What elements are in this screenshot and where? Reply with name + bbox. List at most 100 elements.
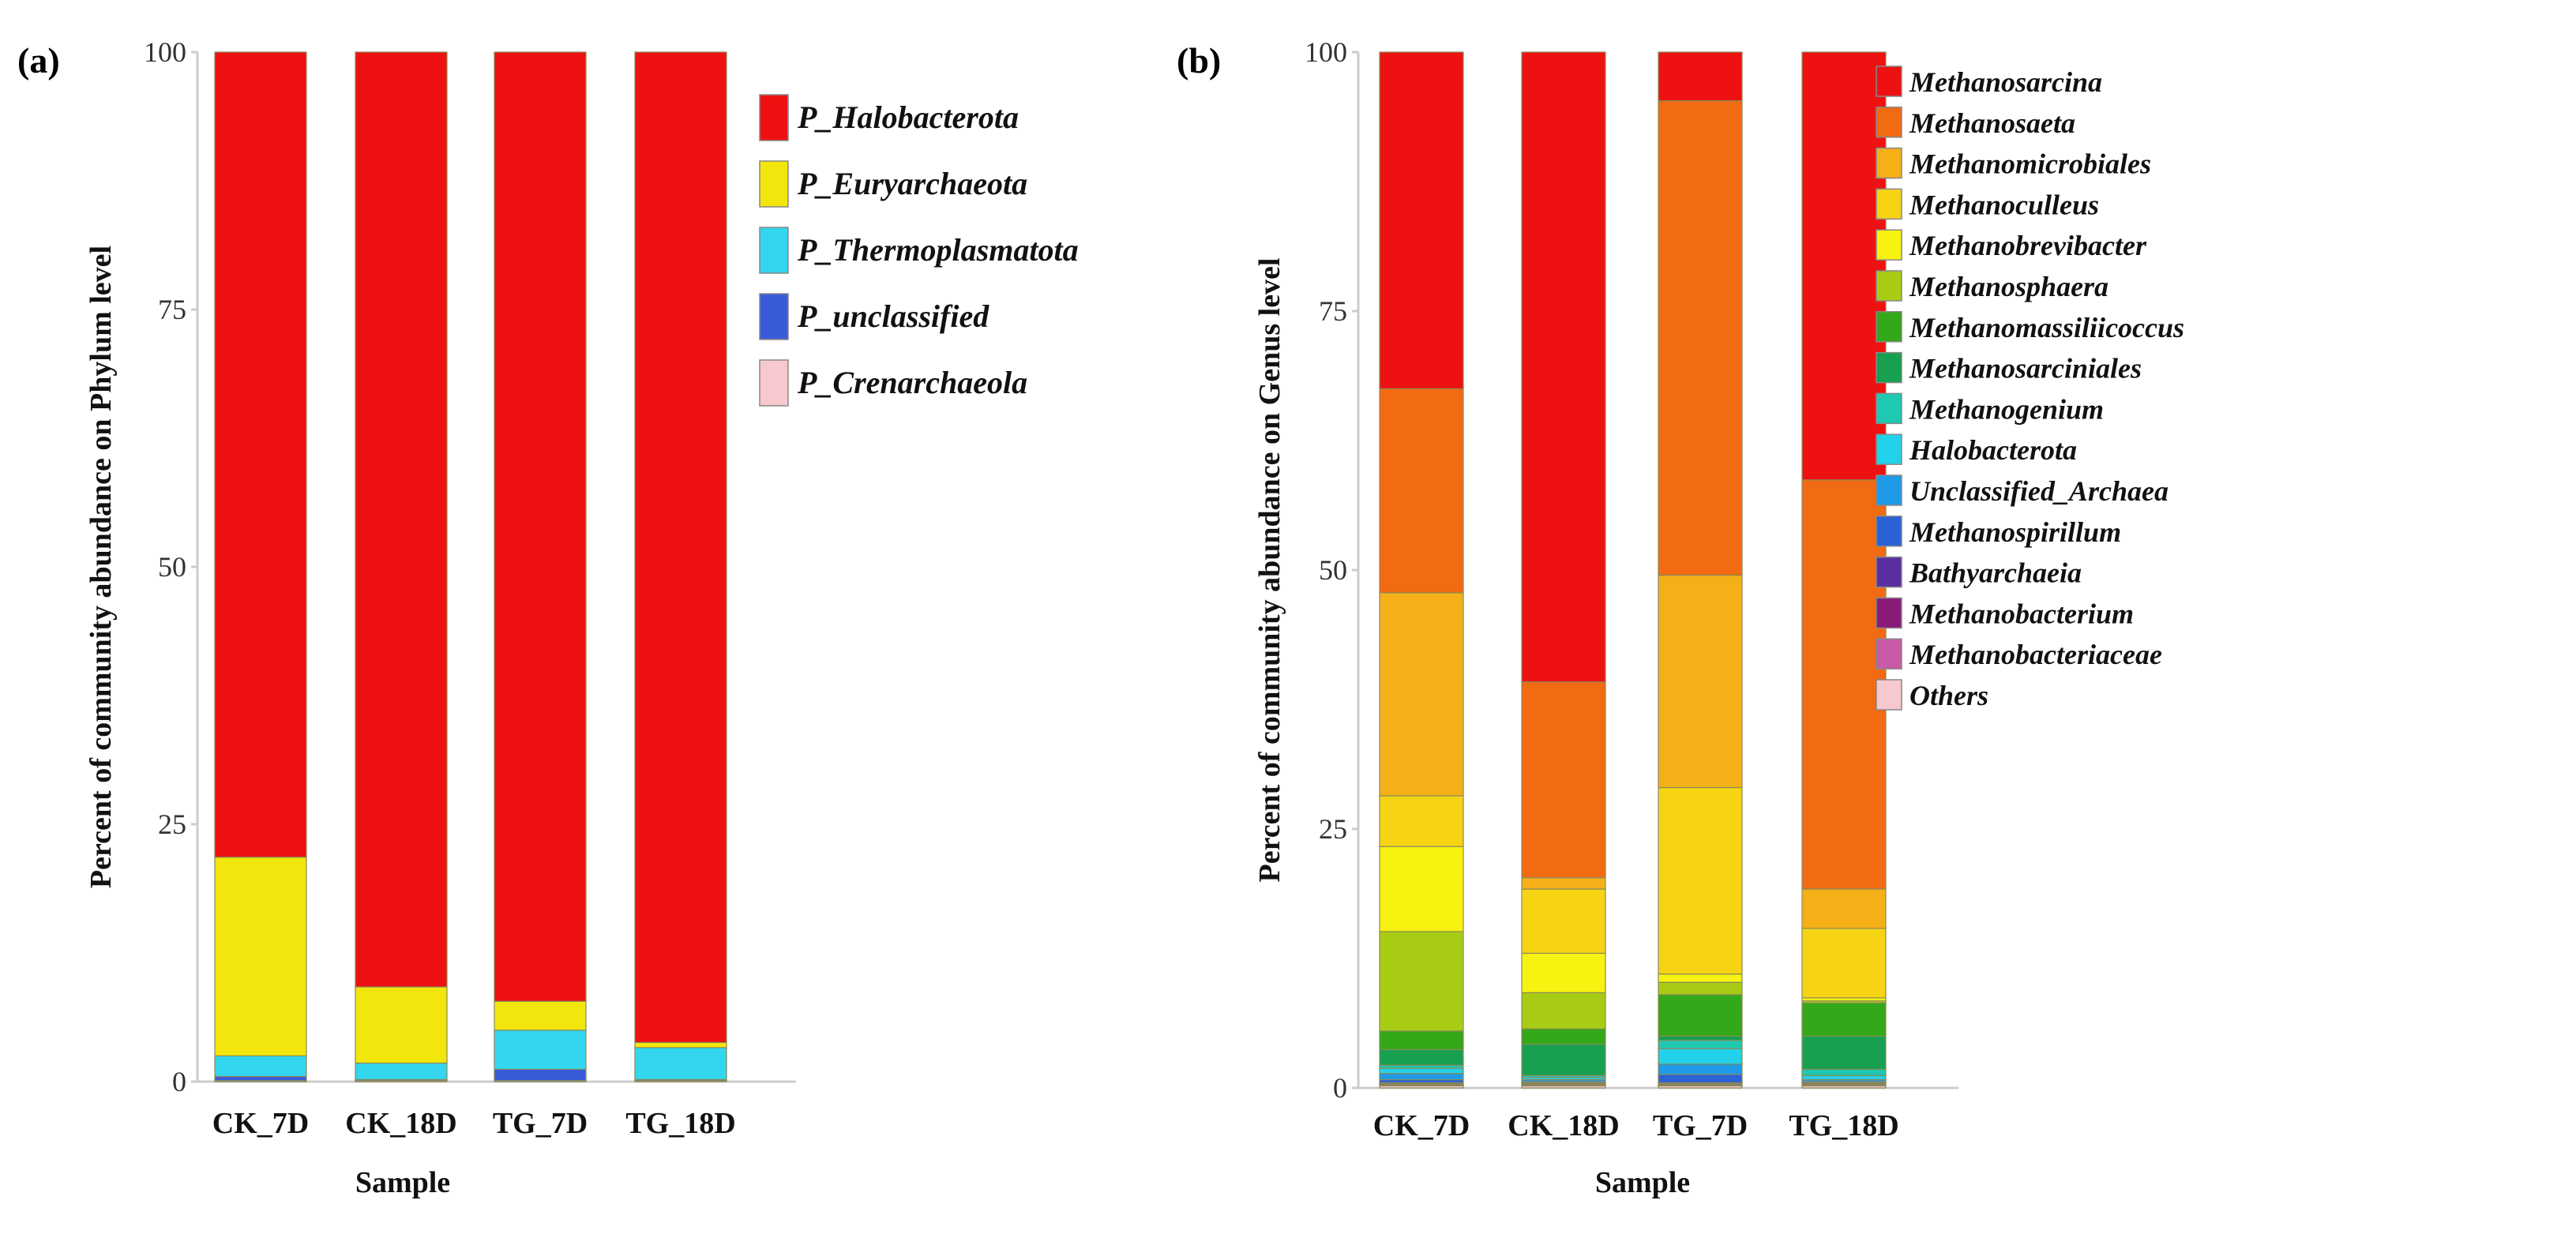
panel-a-legend-swatch-p-halobacterota bbox=[759, 94, 789, 141]
panel-b-bar-tg-7d-methanospirillum bbox=[1658, 1074, 1743, 1084]
panel-b-bar-ck-18d-methanoculleus bbox=[1521, 888, 1606, 955]
panel-b-legend-label-bathyarchaeia: Bathyarchaeia bbox=[1909, 557, 2082, 589]
panel-b-y-tick-label: 100 bbox=[1305, 36, 1347, 68]
panel-b-genus-chart: (b) 0 25 50 75 100 CK_7D CK_18D TG_7D TG_18D Pe… bbox=[1177, 36, 2184, 1199]
panel-a-bar-ck-7d-p-thermoplasmatota bbox=[214, 1055, 307, 1078]
panel-b-bar-ck-18d-methanosphaera bbox=[1521, 992, 1606, 1030]
panel-b-bar-ck-7d-methanosphaera bbox=[1379, 931, 1464, 1032]
panel-a-category-label: TG_7D bbox=[493, 1107, 588, 1140]
panel-a-category-label: CK_18D bbox=[345, 1107, 456, 1140]
panel-b-legend-label-methanosaeta: Methanosaeta bbox=[1909, 107, 2075, 139]
panel-b-y-axis-title: Percent of community abundance on Genus … bbox=[1253, 258, 1286, 883]
panel-a-x-axis-title: Sample bbox=[355, 1166, 450, 1199]
panel-b-legend-label-others: Others bbox=[1909, 680, 1988, 711]
panel-b-bar-tg-18d-methanosarciniales bbox=[1801, 1035, 1887, 1070]
panel-b-legend-swatch-halobacterota bbox=[1876, 433, 1902, 465]
panel-b-legend-swatch-unclassified-archaea bbox=[1876, 474, 1902, 506]
panel-a-bar-tg-18d-p-halobacterota bbox=[634, 51, 727, 1044]
panel-b-y-tick-label: 75 bbox=[1319, 295, 1347, 327]
panel-b-legend-label-methanomassiliicoccus: Methanomassiliicoccus bbox=[1909, 312, 2184, 343]
panel-a-bar-tg-18d-p-euryarchaeota bbox=[634, 1041, 727, 1048]
panel-b-bar-tg-7d-methanosphaera bbox=[1658, 981, 1743, 996]
panel-b-bar-tg-18d-halobacterota bbox=[1801, 1075, 1887, 1081]
panel-a-bar-tg-7d-p-halobacterota bbox=[494, 51, 587, 1002]
panel-b-bar-ck-18d-methanomicrobiales bbox=[1521, 877, 1606, 890]
panel-a-y-tick-label: 75 bbox=[158, 294, 186, 325]
panel-a-bar-ck-18d-p-euryarchaeota bbox=[355, 986, 448, 1064]
panel-a-bar-tg-7d-p-thermoplasmatota bbox=[494, 1030, 587, 1070]
panel-a-bar-ck-7d-p-unclassified bbox=[214, 1075, 307, 1082]
panel-b-x-axis-title: Sample bbox=[1595, 1166, 1690, 1199]
panel-b-bar-tg-7d-methanogenium bbox=[1658, 1040, 1743, 1049]
panel-b-bar-tg-18d-methanosarcina bbox=[1801, 51, 1887, 481]
panel-b-label: (b) bbox=[1177, 40, 1221, 81]
panel-a-y-tick-label: 25 bbox=[158, 808, 186, 840]
panel-b-legend-label-methanobacteriaceae: Methanobacteriaceae bbox=[1909, 639, 2162, 670]
panel-b-legend-label-halobacterota: Halobacterota bbox=[1909, 434, 2077, 466]
panel-a-y-tick-label: 100 bbox=[144, 36, 186, 68]
panel-b-bar-tg-7d-methanosarcina bbox=[1658, 51, 1743, 102]
panel-b-bar-ck-7d-methanobrevibacter bbox=[1379, 846, 1464, 932]
panel-a-legend-label-p-thermoplasmatota: P_Thermoplasmatota bbox=[797, 232, 1079, 268]
panel-a-legend-swatch-p-unclassified bbox=[759, 293, 789, 340]
panel-a-legend-label-p-halobacterota: P_Halobacterota bbox=[797, 99, 1019, 135]
panel-b-legend-swatch-methanobrevibacter bbox=[1876, 229, 1902, 261]
panel-b-legend-swatch-methanosarciniales bbox=[1876, 351, 1902, 384]
panel-b-bar-tg-18d-methanoculleus bbox=[1801, 928, 1887, 999]
panel-b-legend-label-methanobacterium: Methanobacterium bbox=[1909, 598, 2134, 629]
panel-a-bar-ck-18d-p-thermoplasmatota bbox=[355, 1062, 448, 1080]
panel-b-legend-label-methanogenium: Methanogenium bbox=[1909, 393, 2104, 425]
panel-b-legend-swatch-methanobacterium bbox=[1876, 597, 1902, 629]
panel-b-legend-swatch-methanosarcina bbox=[1876, 66, 1902, 97]
panel-b-legend-swatch-bathyarchaeia bbox=[1876, 556, 1902, 588]
panel-b-bar-ck-18d-methanosarcina bbox=[1521, 51, 1606, 683]
panel-b-category-label: TG_7D bbox=[1653, 1109, 1748, 1142]
panel-a-legend-swatch-p-euryarchaeota bbox=[759, 160, 789, 208]
panel-a-legend: P_Halobacterota P_Euryarchaeota P_Thermopl… bbox=[759, 94, 1079, 407]
panel-b-legend-label-methanospirillum: Methanospirillum bbox=[1909, 516, 2121, 548]
panel-a-legend-swatch-p-thermoplasmatota bbox=[759, 227, 789, 274]
panel-a-legend-label-p-unclassified: P_unclassified bbox=[797, 298, 989, 334]
panel-b-bar-ck-7d-methanomassiliicoccus bbox=[1379, 1030, 1464, 1051]
panel-b-y-tick-label: 25 bbox=[1319, 813, 1347, 845]
panel-b-y-tick-label: 50 bbox=[1319, 554, 1347, 586]
panel-b-bar-ck-7d-methanosaeta bbox=[1379, 388, 1464, 594]
panel-b-legend-label-methanoculleus: Methanoculleus bbox=[1909, 189, 2099, 220]
panel-b-legend-swatch-methanoculleus bbox=[1876, 188, 1902, 220]
panel-a-legend-label-p-crenarchaeola: P_Crenarchaeola bbox=[797, 365, 1027, 400]
panel-a-phylum-chart: (a) 0 25 50 75 100 CK_7D CK_18D TG_7D TG_18D Pe… bbox=[17, 36, 1079, 1199]
panel-b-bar-tg-7d-methanomassiliicoccus bbox=[1658, 994, 1743, 1037]
panel-b-legend-swatch-methanomicrobiales bbox=[1876, 147, 1902, 179]
panel-b-bar-ck-7d-methanomicrobiales bbox=[1379, 592, 1464, 797]
panel-b-bar-ck-18d-methanomassiliicoccus bbox=[1521, 1028, 1606, 1045]
panel-b-legend-label-methanosarcina: Methanosarcina bbox=[1909, 66, 2102, 98]
panel-b-bar-ck-18d-methanobrevibacter bbox=[1521, 952, 1606, 993]
panel-b-bar-tg-7d-methanosarciniales bbox=[1658, 1035, 1743, 1041]
panel-b-legend-label-unclassified-archaea: Unclassified_Archaea bbox=[1909, 475, 2169, 507]
panel-b-bar-tg-7d-methanomicrobiales bbox=[1658, 574, 1743, 789]
panel-b-bar-tg-7d-unclassified-archaea bbox=[1658, 1063, 1743, 1075]
panel-a-bar-tg-7d-p-unclassified bbox=[494, 1068, 587, 1082]
panel-b-bar-tg-7d-halobacterota bbox=[1658, 1048, 1743, 1065]
panel-b-bar-ck-7d-methanosarciniales bbox=[1379, 1048, 1464, 1066]
panel-b-bar-tg-7d-methanobrevibacter bbox=[1658, 973, 1743, 983]
panel-a-bar-tg-7d-p-euryarchaeota bbox=[494, 1000, 587, 1031]
panel-b-legend-swatch-methanosaeta bbox=[1876, 107, 1902, 138]
panel-b-legend-swatch-methanobacteriaceae bbox=[1876, 638, 1902, 670]
panel-b-bar-ck-18d-methanosaeta bbox=[1521, 681, 1606, 879]
panel-b-legend-swatch-methanospirillum bbox=[1876, 516, 1902, 547]
panel-a-bar-ck-18d-p-halobacterota bbox=[355, 51, 448, 988]
panel-b-y-tick-label: 0 bbox=[1333, 1072, 1347, 1104]
panel-b-legend-swatch-others bbox=[1876, 679, 1902, 711]
panel-b-legend-label-methanosarciniales: Methanosarciniales bbox=[1909, 353, 2142, 384]
panel-b-legend: Methanosarcina Methanosaeta Methanomicrobi… bbox=[1876, 66, 2184, 711]
panel-b-legend-label-methanomicrobiales: Methanomicrobiales bbox=[1909, 148, 2151, 180]
panel-b-category-label: CK_7D bbox=[1373, 1109, 1470, 1142]
panel-b-legend-swatch-methanogenium bbox=[1876, 392, 1902, 425]
panel-a-y-tick-label: 0 bbox=[172, 1066, 186, 1097]
panel-b-bar-ck-18d-methanosarciniales bbox=[1521, 1044, 1606, 1076]
panel-a-bar-tg-18d-p-thermoplasmatota bbox=[634, 1047, 727, 1080]
panel-a-y-axis-title: Percent of community abundance on Phylum… bbox=[84, 246, 118, 888]
panel-b-legend-label-methanobrevibacter: Methanobrevibacter bbox=[1909, 230, 2147, 261]
